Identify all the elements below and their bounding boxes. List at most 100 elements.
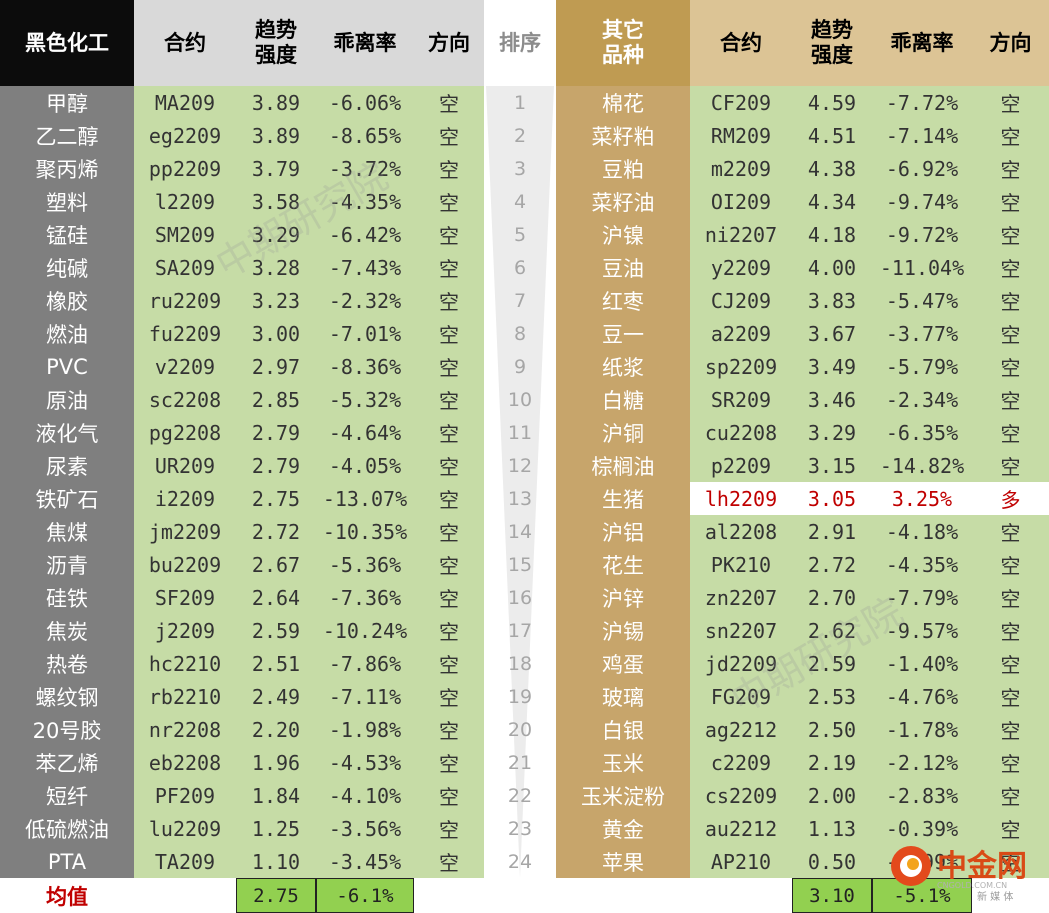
- trend-text: 2.59: [251, 618, 301, 643]
- right-direction: 空: [972, 614, 1049, 647]
- header-rank: 排序: [484, 0, 556, 86]
- direction-text: 空: [1000, 455, 1021, 479]
- direction-text: 空: [439, 290, 459, 314]
- left-direction: 空: [414, 746, 484, 779]
- direction-text: 空: [439, 224, 459, 248]
- right-contract: ni2207: [690, 218, 792, 251]
- left-direction: 空: [414, 680, 484, 713]
- right-deviation: -7.72%: [872, 86, 972, 119]
- contract-text: PF209: [154, 783, 216, 808]
- contract-text: hc2210: [148, 651, 222, 676]
- direction-text: 空: [1000, 191, 1021, 215]
- header-right-category: 其它 品种: [556, 0, 690, 86]
- right-direction: 空: [972, 680, 1049, 713]
- left-deviation: -10.35%: [316, 515, 414, 548]
- left-deviation: -8.65%: [316, 119, 414, 152]
- left-deviation: -7.01%: [316, 317, 414, 350]
- right-deviation: -5.79%: [872, 350, 972, 383]
- rank-text: 17: [507, 619, 533, 642]
- right-trend: 2.72: [792, 548, 872, 581]
- direction-text: 空: [1000, 752, 1021, 776]
- contract-text: lh2209: [704, 486, 778, 511]
- header-contract-left: 合约: [134, 0, 236, 86]
- header-text: 其它: [602, 18, 644, 42]
- direction-text: 空: [439, 587, 459, 611]
- left-deviation: -6.42%: [316, 218, 414, 251]
- product-name-text: 热卷: [46, 652, 88, 677]
- left-trend: 2.67: [236, 548, 316, 581]
- contract-text: v2209: [154, 354, 216, 379]
- header-text: 方向: [428, 30, 470, 55]
- left-direction: 空: [414, 482, 484, 515]
- deviation-text: -11.04%: [879, 255, 965, 280]
- direction-text: 空: [1000, 818, 1021, 842]
- right-trend: 4.38: [792, 152, 872, 185]
- product-name-text: 尿素: [46, 454, 88, 479]
- right-product-name: 鸡蛋: [556, 647, 690, 680]
- right-deviation: -4.18%: [872, 515, 972, 548]
- deviation-text: -5.36%: [328, 552, 402, 577]
- left-product-name: 沥青: [0, 548, 134, 581]
- rank-text: 20: [507, 718, 533, 741]
- left-contract: SF209: [134, 581, 236, 614]
- contract-text: UR209: [154, 453, 216, 478]
- deviation-text: -4.35%: [328, 189, 402, 214]
- direction-text: 空: [1000, 92, 1021, 116]
- left-deviation: -3.56%: [316, 812, 414, 845]
- product-name-text: 20号胶: [32, 718, 102, 743]
- deviation-text: -3.77%: [885, 321, 959, 346]
- logo-brand: 中金网: [937, 849, 1027, 884]
- rank-number: 13: [484, 482, 556, 515]
- mean-label-text: 均值: [46, 884, 88, 909]
- right-product-name: 豆粕: [556, 152, 690, 185]
- left-trend: 2.75: [236, 482, 316, 515]
- deviation-text: -6.42%: [328, 222, 402, 247]
- deviation-text: -7.36%: [328, 585, 402, 610]
- left-direction: 空: [414, 218, 484, 251]
- direction-text: 空: [1000, 290, 1021, 314]
- deviation-text: -2.12%: [885, 750, 959, 775]
- mean-left-trend: 2.75: [236, 878, 316, 913]
- deviation-text: -5.79%: [885, 354, 959, 379]
- rank-text: 3: [513, 157, 527, 180]
- right-trend: 4.00: [792, 251, 872, 284]
- left-contract: l2209: [134, 185, 236, 218]
- product-name-text: 沪铜: [602, 421, 644, 446]
- direction-text: 空: [439, 125, 459, 149]
- trend-text: 1.96: [251, 750, 301, 775]
- deviation-text: 3.25%: [891, 486, 953, 511]
- contract-text: AP210: [710, 849, 772, 874]
- product-name-text: 低硫燃油: [25, 817, 109, 842]
- trend-text: 2.53: [807, 684, 857, 709]
- right-deviation: -9.57%: [872, 614, 972, 647]
- right-direction: 空: [972, 581, 1049, 614]
- product-name-text: 白银: [602, 718, 644, 743]
- rank-number: 8: [484, 317, 556, 350]
- contract-text: sn2207: [704, 618, 778, 643]
- trend-text: 4.59: [807, 90, 857, 115]
- product-name-text: 锰硅: [46, 223, 88, 248]
- rank-number: 17: [484, 614, 556, 647]
- direction-text: 空: [1000, 224, 1021, 248]
- header-text: 趋势: [255, 18, 297, 42]
- rank-text: 11: [507, 421, 533, 444]
- left-contract: j2209: [134, 614, 236, 647]
- rank-text: 24: [507, 850, 533, 873]
- direction-text: 空: [439, 191, 459, 215]
- right-product-name: 棉花: [556, 86, 690, 119]
- left-trend: 2.97: [236, 350, 316, 383]
- right-deviation: -1.40%: [872, 647, 972, 680]
- deviation-text: -2.83%: [885, 783, 959, 808]
- product-name-text: 塑料: [46, 190, 88, 215]
- left-direction: 空: [414, 548, 484, 581]
- contract-text: lu2209: [148, 816, 222, 841]
- product-name-text: 焦煤: [46, 520, 88, 545]
- right-product-name: 红枣: [556, 284, 690, 317]
- rank-text: 7: [513, 289, 527, 312]
- right-product-name: 白银: [556, 713, 690, 746]
- rank-number: 19: [484, 680, 556, 713]
- deviation-text: -7.72%: [885, 90, 959, 115]
- left-trend: 2.72: [236, 515, 316, 548]
- direction-text: 空: [1000, 125, 1021, 149]
